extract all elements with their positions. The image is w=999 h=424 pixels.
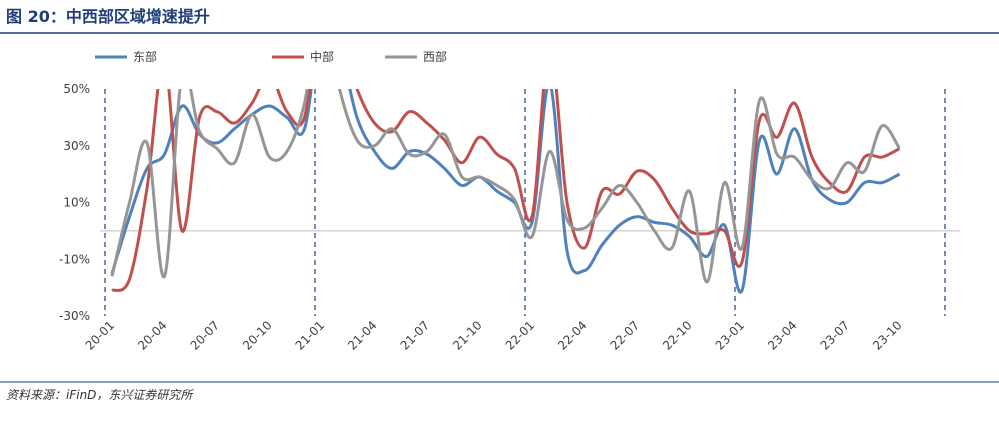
x-tick-label: 23-01 bbox=[713, 318, 748, 353]
x-tick-label: 23-10 bbox=[870, 318, 905, 353]
x-tick-label: 23-04 bbox=[765, 318, 800, 353]
y-tick-label: -30% bbox=[59, 309, 90, 323]
source: 资料来源：iFinD，东兴证券研究所 bbox=[6, 388, 194, 402]
series-line bbox=[110, 89, 901, 284]
legend-label: 中部 bbox=[310, 49, 334, 64]
x-tick-label: 21-07 bbox=[398, 318, 433, 353]
series-line bbox=[111, 89, 901, 293]
x-tick-label: 21-04 bbox=[345, 318, 380, 353]
x-tick-label: 23-07 bbox=[818, 318, 853, 353]
x-tick-label: 22-01 bbox=[503, 318, 538, 353]
x-tick-label: 22-04 bbox=[555, 318, 590, 353]
y-tick-label: 10% bbox=[63, 196, 90, 210]
chart-title: 图 20：中西部区域增速提升 bbox=[6, 7, 210, 26]
x-tick-label: 21-10 bbox=[450, 318, 485, 353]
x-tick-label: 20-01 bbox=[83, 318, 118, 353]
plot-area bbox=[110, 89, 901, 294]
series-line bbox=[110, 89, 901, 294]
legend-label: 西部 bbox=[423, 49, 447, 64]
x-tick-label: 20-10 bbox=[240, 318, 275, 353]
y-tick-label: -10% bbox=[59, 252, 90, 266]
y-tick-label: 30% bbox=[63, 139, 90, 153]
legend-label: 东部 bbox=[133, 49, 157, 64]
x-tick-label: 20-04 bbox=[135, 318, 170, 353]
y-tick-label: 50% bbox=[63, 82, 90, 96]
x-tick-label: 22-07 bbox=[608, 318, 643, 353]
x-tick-label: 20-07 bbox=[188, 318, 223, 353]
x-tick-label: 21-01 bbox=[293, 318, 328, 353]
x-tick-label: 22-10 bbox=[660, 318, 695, 353]
